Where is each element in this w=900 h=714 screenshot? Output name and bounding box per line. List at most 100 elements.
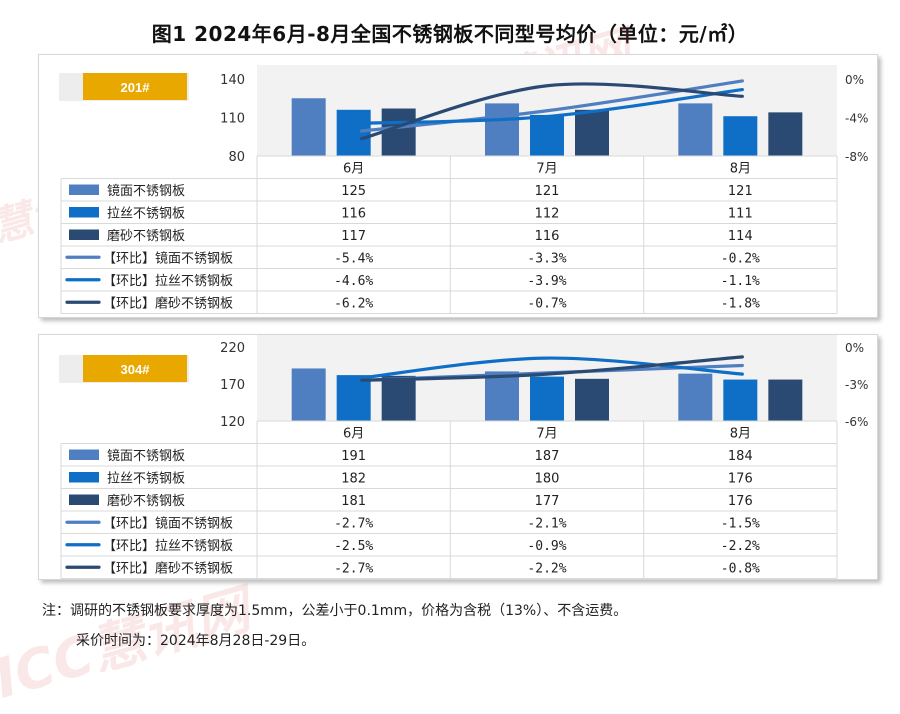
badge-label: 201# bbox=[121, 80, 151, 95]
badge-label: 304# bbox=[121, 362, 151, 377]
data-label: -4.6% bbox=[334, 274, 373, 289]
bar-2-1 bbox=[336, 109, 371, 156]
data-label: 112 bbox=[535, 207, 560, 222]
legend-swatch-bar-2 bbox=[69, 207, 99, 218]
data-label: 191 bbox=[341, 449, 366, 464]
badge-bar bbox=[83, 355, 187, 382]
legend-label-line-2: 【环比】拉丝不锈钢板 bbox=[103, 539, 233, 554]
data-label: 177 bbox=[535, 494, 560, 509]
bar-2-3 bbox=[723, 116, 758, 156]
right-axis-tick: -6% bbox=[845, 415, 868, 429]
bar-3-1 bbox=[381, 375, 416, 421]
data-label: -2.1% bbox=[527, 517, 566, 532]
bar-3-2 bbox=[575, 109, 609, 156]
right-axis-tick: -8% bbox=[845, 150, 868, 164]
data-label: 111 bbox=[728, 207, 753, 222]
legend-label-line-3: 【环比】磨砂不锈钢板 bbox=[103, 562, 233, 577]
line-series-3 bbox=[360, 355, 744, 382]
bar-1-1 bbox=[291, 98, 326, 156]
legend-swatch-bar-1 bbox=[69, 449, 99, 460]
category-label: 6月 bbox=[343, 162, 364, 177]
data-label: -5.4% bbox=[334, 252, 373, 267]
data-label: 180 bbox=[535, 472, 560, 487]
data-label: 121 bbox=[728, 184, 753, 199]
data-label: 116 bbox=[535, 229, 560, 244]
right-axis-tick: -4% bbox=[845, 112, 868, 126]
bar-1-3 bbox=[678, 103, 713, 156]
data-label: -1.1% bbox=[721, 274, 760, 289]
badge-bar bbox=[83, 73, 187, 100]
data-label: -0.7% bbox=[527, 297, 566, 312]
legend-label-bar-2: 拉丝不锈钢板 bbox=[107, 472, 185, 487]
category-label: 8月 bbox=[730, 162, 751, 177]
category-label: 8月 bbox=[730, 427, 751, 442]
bar-1-2 bbox=[485, 371, 519, 421]
right-axis-tick: 0% bbox=[845, 341, 864, 355]
chart-panel-304: 304# 220 170 120 0% -3% -6% 6月 7月 8月 镜面不锈钢板 191 187 1… bbox=[38, 334, 878, 580]
page-title: 图1 2024年6月-8月全国不锈钢板不同型号均价（单位：元/㎡） bbox=[151, 22, 749, 46]
bar-1-2 bbox=[485, 103, 519, 156]
legend-label-line-3: 【环比】磨砂不锈钢板 bbox=[103, 297, 233, 312]
data-label: 117 bbox=[341, 229, 366, 244]
data-label: 176 bbox=[728, 472, 753, 487]
line-series-3 bbox=[360, 82, 744, 141]
data-label: -3.3% bbox=[527, 252, 566, 267]
bar-2-3 bbox=[723, 379, 758, 421]
bar-3-2 bbox=[575, 378, 609, 421]
bar-3-3 bbox=[768, 112, 803, 156]
data-label: -1.8% bbox=[721, 297, 760, 312]
data-label: 114 bbox=[728, 229, 753, 244]
bar-1-1 bbox=[291, 368, 326, 421]
legend-label-line-1: 【环比】镜面不锈钢板 bbox=[103, 252, 233, 267]
bar-2-1 bbox=[336, 375, 371, 421]
data-label: -3.9% bbox=[527, 274, 566, 289]
left-axis-tick: 110 bbox=[220, 112, 245, 127]
data-label: -2.7% bbox=[334, 517, 373, 532]
data-label: 116 bbox=[341, 207, 366, 222]
right-axis-tick: -3% bbox=[845, 378, 868, 392]
left-axis-tick: 170 bbox=[220, 378, 245, 393]
category-label: 7月 bbox=[536, 427, 557, 442]
footnote-line-2: 采价时间为：2024年8月28日-29日。 bbox=[76, 633, 316, 649]
data-label: -0.9% bbox=[527, 539, 566, 554]
left-axis-tick: 220 bbox=[220, 341, 245, 356]
left-axis-tick: 120 bbox=[220, 415, 245, 430]
bar-2-2 bbox=[530, 376, 564, 421]
data-label: -2.7% bbox=[334, 562, 373, 577]
data-label: -2.5% bbox=[334, 539, 373, 554]
line-series-2 bbox=[360, 356, 744, 380]
line-series-1 bbox=[360, 79, 744, 133]
legend-swatch-bar-3 bbox=[69, 494, 99, 505]
data-label: 176 bbox=[728, 494, 753, 509]
data-label: -1.5% bbox=[721, 517, 760, 532]
chart-panel-201: 201# 140 110 80 0% -4% -8% 6月 7月 8月 镜面不锈钢板 125 121 12… bbox=[38, 54, 878, 318]
data-label: -6.2% bbox=[334, 297, 373, 312]
legend-label-line-1: 【环比】镜面不锈钢板 bbox=[103, 517, 233, 532]
bar-3-1 bbox=[381, 108, 416, 156]
right-axis-tick: 0% bbox=[845, 73, 864, 87]
bar-1-3 bbox=[678, 373, 713, 421]
category-label: 7月 bbox=[536, 162, 557, 177]
data-label: 125 bbox=[341, 184, 366, 199]
legend-swatch-bar-3 bbox=[69, 229, 99, 240]
bar-3-3 bbox=[768, 379, 803, 421]
data-label: -2.2% bbox=[721, 539, 760, 554]
data-label: 184 bbox=[728, 449, 753, 464]
footnote-line-1: 注：调研的不锈钢板要求厚度为1.5mm，公差小于0.1mm，价格为含税（13%）… bbox=[42, 603, 628, 619]
legend-label-bar-3: 磨砂不锈钢板 bbox=[107, 229, 185, 244]
legend-label-line-2: 【环比】拉丝不锈钢板 bbox=[103, 274, 233, 289]
bar-2-2 bbox=[530, 114, 564, 156]
legend-label-bar-2: 拉丝不锈钢板 bbox=[107, 207, 185, 222]
legend-label-bar-1: 镜面不锈钢板 bbox=[107, 184, 185, 199]
data-label: 187 bbox=[535, 449, 560, 464]
category-label: 6月 bbox=[343, 427, 364, 442]
data-label: 181 bbox=[341, 494, 366, 509]
data-label: -0.8% bbox=[721, 562, 760, 577]
legend-swatch-bar-1 bbox=[69, 184, 99, 195]
data-label: 182 bbox=[341, 472, 366, 487]
data-label: -0.2% bbox=[721, 252, 760, 267]
left-axis-tick: 80 bbox=[228, 150, 245, 165]
left-axis-tick: 140 bbox=[220, 73, 245, 88]
